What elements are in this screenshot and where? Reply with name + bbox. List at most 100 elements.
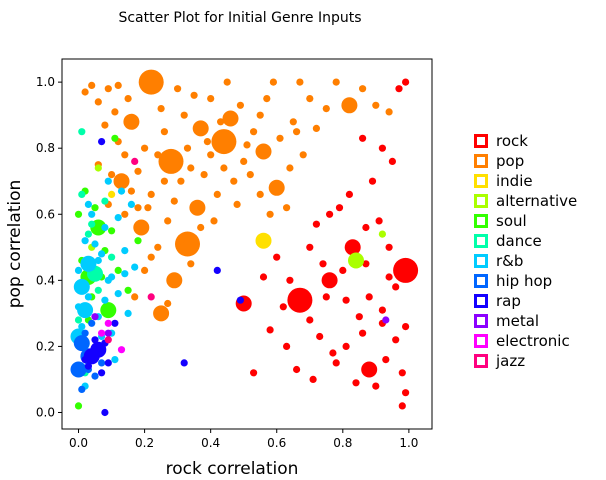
legend-swatch [474, 254, 488, 268]
point-pop-74 [147, 253, 155, 261]
point-metal-0 [382, 316, 390, 324]
point-pop-8 [133, 219, 150, 236]
point-r-b-22 [88, 263, 96, 271]
point-r-b-28 [84, 200, 92, 208]
point-pop-19 [180, 111, 188, 119]
point-pop-52 [88, 81, 96, 89]
point-pop-21 [236, 101, 244, 109]
point-pop-57 [269, 78, 277, 86]
point-pop-88 [293, 128, 301, 136]
point-rock-24 [322, 293, 330, 301]
legend-label: r&b [496, 252, 523, 270]
point-pop-65 [134, 167, 142, 175]
legend-label: dance [496, 232, 542, 250]
point-pop-37 [299, 151, 307, 159]
point-rock-35 [335, 204, 344, 212]
point-soul-11 [114, 266, 122, 274]
point-rap-10 [98, 138, 106, 146]
legend-swatch [474, 194, 488, 208]
point-soul-14 [108, 227, 116, 235]
point-hip-hop-5 [98, 359, 106, 367]
point-pop-61 [207, 151, 215, 159]
point-pop-17 [124, 95, 132, 103]
point-dance-8 [88, 220, 96, 228]
data-points [70, 69, 419, 417]
point-rock-39 [293, 365, 301, 374]
point-rock-43 [385, 243, 393, 251]
point-pop-76 [101, 121, 109, 129]
point-hip-hop-4 [91, 372, 99, 380]
legend-swatch [474, 154, 488, 168]
point-hip-hop-2 [70, 361, 87, 378]
point-r-b-18 [84, 293, 92, 301]
point-pop-35 [266, 210, 274, 218]
point-soul-16 [124, 286, 132, 294]
point-soul-0 [100, 302, 117, 319]
point-pop-59 [160, 128, 168, 136]
point-pop-89 [134, 204, 142, 212]
point-pop-86 [154, 151, 162, 159]
x-axis-ticks: 0.0 0.2 0.4 0.6 0.8 1.0 [69, 429, 418, 450]
point-pop-84 [81, 88, 89, 96]
point-rock-4 [321, 272, 338, 289]
point-pop-11 [268, 179, 285, 196]
point-pop-77 [263, 95, 271, 103]
point-pop-39 [121, 210, 129, 218]
point-hip-hop-0 [73, 335, 90, 352]
point-dance-6 [94, 286, 102, 294]
point-rock-46 [309, 375, 317, 383]
point-rock-30 [332, 359, 340, 367]
point-pop-22 [256, 111, 264, 119]
point-indie-0 [255, 232, 272, 249]
point-rock-9 [378, 306, 386, 314]
point-pop-24 [306, 95, 314, 103]
point-pop-85 [114, 81, 122, 89]
point-pop-56 [223, 78, 231, 86]
point-rap-13 [81, 356, 89, 364]
point-indie-1 [108, 190, 116, 198]
point-rap-8 [236, 296, 244, 304]
point-pop-4 [153, 305, 170, 322]
point-soul-13 [74, 210, 83, 218]
point-r-b-26 [78, 323, 86, 331]
point-electronic-2 [117, 346, 126, 354]
point-pop-78 [359, 85, 367, 93]
point-pop-33 [230, 177, 238, 185]
point-pop-82 [220, 164, 228, 172]
point-rock-27 [395, 85, 403, 93]
point-pop-18 [157, 105, 165, 113]
point-r-b-8 [114, 214, 122, 222]
point-dance-9 [78, 190, 86, 198]
point-rock-23 [398, 369, 406, 377]
x-tick-label: 0.0 [69, 436, 88, 450]
point-pop-13 [222, 110, 239, 127]
y-axis-label: pop correlation [5, 180, 25, 309]
legend-swatch [474, 134, 488, 148]
legend-swatch [474, 294, 488, 308]
point-rap-12 [111, 319, 119, 327]
x-tick-label: 0.8 [333, 436, 352, 450]
point-pop-72 [197, 223, 205, 232]
point-rock-6 [312, 220, 320, 228]
point-pop-51 [322, 105, 330, 113]
point-dance-0 [78, 128, 86, 136]
legend-swatch [474, 334, 488, 348]
point-rock-7 [362, 260, 370, 268]
point-pop-70 [144, 204, 152, 212]
point-dance-7 [108, 253, 116, 261]
point-rock-33 [352, 379, 360, 387]
point-rap-7 [180, 359, 188, 367]
point-pop-29 [141, 144, 149, 152]
x-axis-label: rock correlation [166, 459, 299, 479]
point-rock-38 [402, 389, 410, 397]
y-tick-label: 0.8 [36, 141, 55, 155]
point-rock-44 [368, 177, 377, 185]
point-rock-11 [359, 329, 367, 337]
point-r-b-16 [127, 200, 135, 208]
point-r-b-27 [104, 177, 112, 185]
point-rock-28 [306, 243, 314, 251]
point-pop-49 [276, 134, 284, 142]
point-r-b-15 [117, 187, 126, 195]
point-jazz-1 [147, 293, 155, 301]
point-dance-1 [84, 230, 92, 238]
